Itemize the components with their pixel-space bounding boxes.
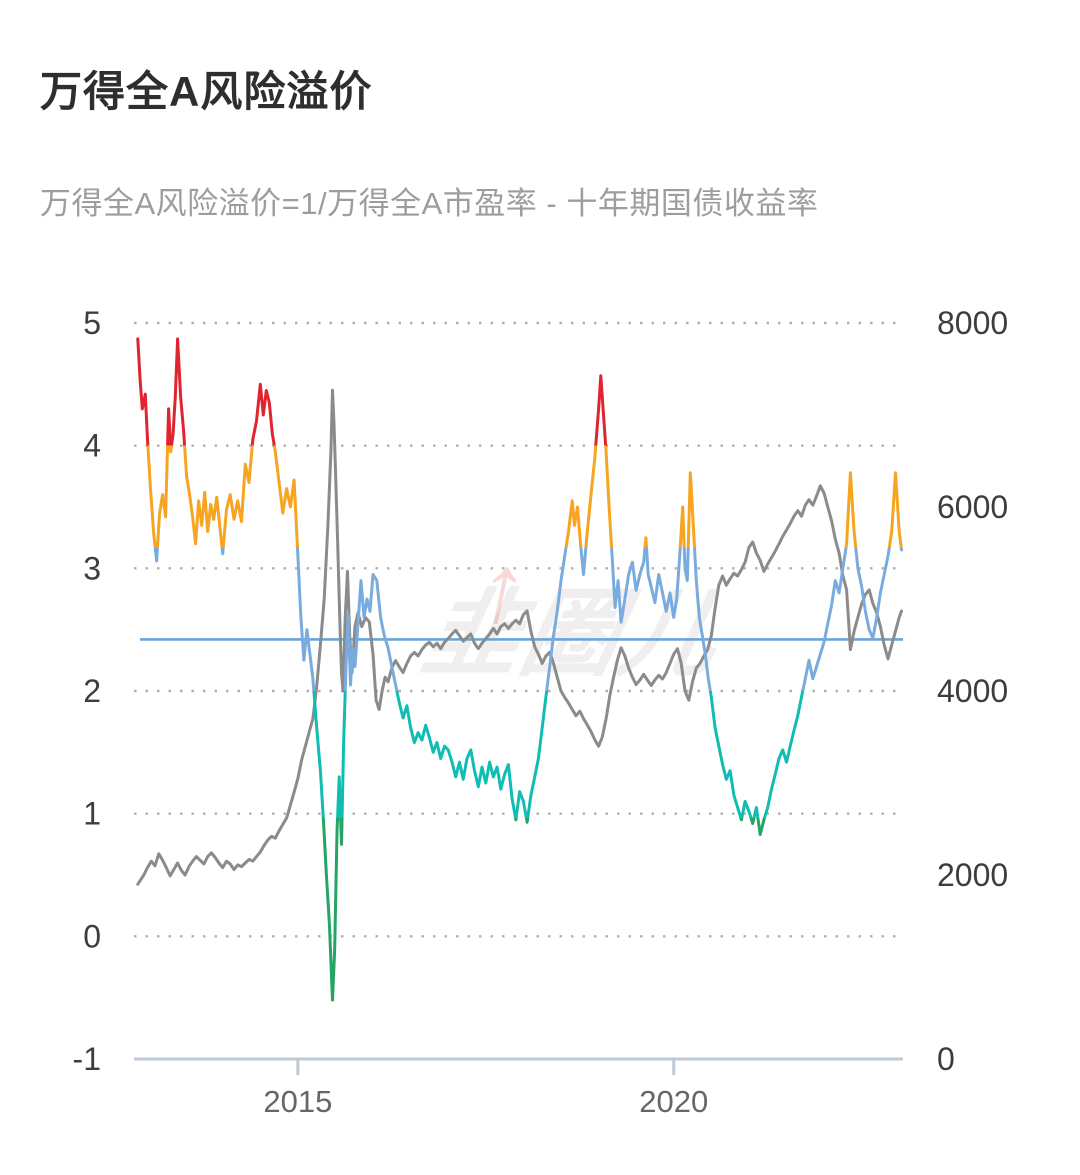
- risk-premium-line-low: [312, 691, 805, 818]
- risk-premium-line-extreme-high: [136, 337, 608, 446]
- x-axis-label: 2015: [263, 1084, 332, 1119]
- risk-premium-line-high: [146, 445, 903, 548]
- left-axis-label: -1: [73, 1041, 101, 1077]
- left-axis-label: 0: [83, 918, 101, 954]
- right-axis-label: 4000: [937, 673, 1008, 709]
- risk-premium-line-extreme-low: [321, 817, 767, 1002]
- right-axis-label: 0: [937, 1041, 955, 1077]
- left-axis-label: 4: [83, 428, 101, 464]
- left-axis-label: 1: [83, 796, 101, 832]
- x-axis-label: 2020: [639, 1084, 708, 1119]
- right-axis-label: 8000: [937, 305, 1008, 341]
- page-title: 万得全A风险溢价: [40, 68, 373, 115]
- index-price-line: [136, 388, 903, 886]
- left-axis-label: 5: [83, 305, 101, 341]
- right-axis-label: 6000: [937, 489, 1008, 525]
- right-axis-label: 2000: [937, 857, 1008, 893]
- chart-formula-subtitle: 万得全A风险溢价=1/万得全A市盈率 - 十年期国债收益率: [40, 186, 819, 221]
- left-axis-label: 2: [83, 673, 101, 709]
- left-axis-label: 3: [83, 550, 101, 586]
